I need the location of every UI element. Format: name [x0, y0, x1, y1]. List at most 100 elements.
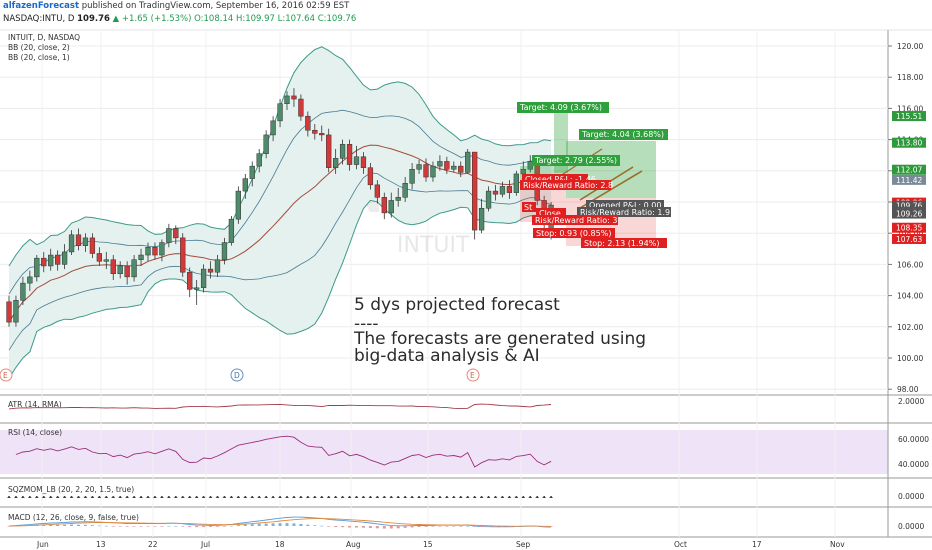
legend-bb2: BB (20, close, 2) — [8, 43, 70, 52]
price-tick-label: 108.00 — [897, 229, 923, 238]
sqz-dot — [188, 496, 191, 498]
macd-bar — [97, 525, 101, 527]
time-label: Oct — [674, 540, 687, 549]
sqz-dot — [119, 496, 122, 498]
sqz-dot — [341, 496, 344, 498]
candle-body — [228, 218, 235, 243]
candle — [34, 255, 40, 282]
sqz-label: SQZMOM_LB (20, 2, 20, 1.5, true) — [8, 485, 134, 494]
macd-bar — [271, 523, 275, 526]
macd-bar — [77, 524, 80, 526]
candle-body — [145, 246, 151, 256]
sqz-dot — [327, 496, 330, 498]
macd-bar — [139, 526, 143, 527]
candle-body — [110, 259, 116, 275]
ohlc-values: O:108.14 H:109.97 L:107.64 C:109.76 — [194, 14, 357, 24]
candle-body — [20, 282, 26, 301]
candle-body — [367, 167, 374, 186]
time-label: Jul — [200, 540, 210, 549]
price-tick-label: 116.00 — [897, 104, 923, 113]
note-line-1: 5 dys projected forecast — [354, 295, 560, 315]
sqz-dot — [77, 496, 80, 498]
candle-body — [166, 228, 172, 243]
candle — [166, 223, 172, 248]
macd-bar — [375, 526, 379, 529]
macd-bar — [83, 524, 87, 526]
macd-bar — [424, 526, 428, 527]
note-line-4: big-data analysis & AI — [354, 346, 540, 366]
candle — [55, 250, 61, 271]
macd-bar — [292, 523, 296, 526]
candle — [242, 173, 248, 199]
time-label: Aug — [346, 540, 361, 549]
macd-bar — [174, 525, 178, 527]
macd-bar — [459, 526, 463, 527]
macd-bar — [320, 525, 324, 527]
sqz-dot — [244, 496, 247, 498]
macd-bar — [480, 526, 484, 528]
candle-body — [68, 234, 75, 253]
bollinger-bands — [8, 46, 552, 379]
candle — [61, 244, 68, 270]
closed-label-1: Closed P&L: -1.46 — [525, 175, 596, 184]
candle — [381, 192, 387, 220]
sqz-dot — [292, 496, 295, 498]
macd-bar — [181, 526, 185, 527]
candle-body — [277, 103, 283, 122]
stop-label-1-bg — [533, 228, 615, 238]
macd-bar — [209, 526, 213, 527]
sqz-dot — [431, 496, 434, 498]
sqz-dot — [320, 496, 323, 498]
candle — [131, 255, 137, 282]
sqz-dot — [258, 496, 261, 498]
author-name[interactable]: alfazenForecast — [3, 1, 80, 11]
chart-header: alfazenForecast published on TradingView… — [0, 0, 932, 30]
price-tick-label: 100.00 — [897, 354, 923, 363]
legend-title: INTUIT, D, NASDAQ — [8, 33, 80, 42]
sqz-dot — [508, 496, 511, 498]
candle — [409, 163, 415, 190]
candle — [291, 88, 297, 107]
candle-body — [34, 257, 40, 278]
macd-bar — [222, 526, 226, 527]
dividend-marker[interactable]: D — [230, 368, 244, 382]
sqz-dot — [279, 496, 282, 498]
candle-body — [242, 178, 248, 192]
candle — [465, 148, 471, 174]
sqz-dot — [306, 496, 309, 498]
candle — [478, 198, 485, 234]
sqz-dot — [56, 496, 59, 498]
candle-body — [346, 144, 353, 165]
earnings-marker-2[interactable]: E — [466, 368, 480, 382]
note-line-3: The forecasts are generated using — [353, 329, 646, 349]
sqz-dot — [425, 496, 427, 498]
candle — [152, 242, 158, 260]
candle — [298, 94, 304, 121]
atr-pane: ATR (14, RMA) — [8, 400, 552, 410]
rsi-tick-1: 60.0000 — [898, 435, 929, 444]
rsi-band — [0, 430, 888, 474]
sqz-dot — [404, 496, 407, 498]
macd-bar — [549, 526, 553, 527]
sqz-dot — [84, 496, 87, 498]
candle-body — [6, 301, 12, 323]
event-markers[interactable]: E D E — [0, 368, 480, 382]
macd-bar — [355, 526, 358, 528]
time-axis[interactable]: Jun 13 22 Jul 18 Aug 15 Sep Oct 17 Nov — [36, 540, 845, 549]
target-label-2: Target: 4.04 (3.68%) — [581, 130, 664, 139]
macd-bar — [306, 524, 310, 526]
sqz-dot — [251, 496, 254, 498]
atr-label: ATR (14, RMA) — [8, 400, 62, 409]
price-tag-bg — [892, 164, 926, 175]
sqzmom-pane: SQZMOM_LB (20, 2, 20, 1.5, true) — [7, 485, 553, 498]
sqz-dot — [195, 496, 198, 498]
sqz-dot — [174, 496, 177, 498]
candle-body — [131, 259, 137, 278]
sqz-dot — [397, 496, 400, 498]
rsi-pane: RSI (14, close) — [8, 428, 552, 468]
rr-label-1: Risk/Reward Ratio: 2.8 — [523, 181, 613, 190]
candle — [180, 233, 186, 277]
earnings-marker-1[interactable]: E — [0, 368, 13, 382]
price-tag-bg — [892, 200, 926, 211]
